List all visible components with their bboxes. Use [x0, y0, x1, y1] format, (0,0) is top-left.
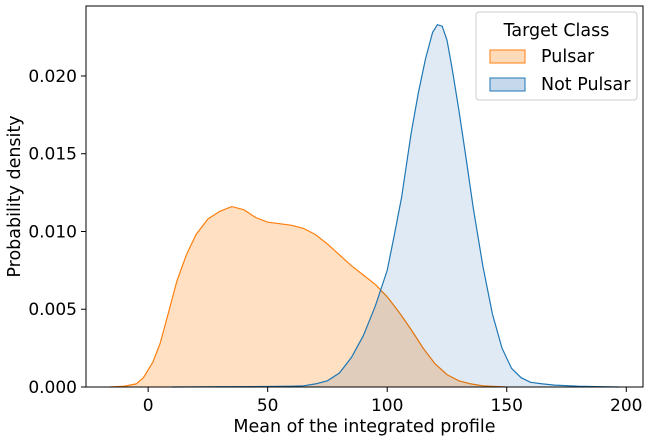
series-layer	[109, 23, 620, 388]
x-tick-label: 150	[491, 396, 523, 416]
x-tick-label: 50	[257, 396, 279, 416]
plot-frame	[85, 5, 644, 388]
legend-title: Target Class	[503, 21, 610, 41]
legend-items: Pulsar Not Pulsar	[489, 47, 631, 95]
x-axis-label: Mean of the integrated profile	[233, 417, 495, 437]
y-tick-label: 0.000	[28, 378, 77, 398]
y-tick-label: 0.015	[28, 145, 77, 165]
x-axis: 0 50 100 150 200	[143, 387, 642, 416]
y-axis-label: Probability density	[5, 115, 25, 277]
series-area-not-pulsar	[172, 24, 620, 387]
y-tick-label: 0.010	[28, 222, 77, 242]
legend-swatch-pulsar	[489, 49, 526, 64]
legend-swatch-not-pulsar	[489, 77, 526, 92]
series-line-not-pulsar	[172, 23, 620, 388]
x-tick-label: 100	[371, 396, 403, 416]
legend-label-not-pulsar: Not Pulsar	[541, 75, 631, 95]
legend: Target Class Pulsar Not Pulsar	[475, 11, 638, 101]
x-tick-label: 200	[610, 396, 642, 416]
x-tick-label: 0	[143, 396, 154, 416]
y-axis: 0.000 0.005 0.010 0.015 0.020	[28, 67, 86, 398]
y-tick-label: 0.020	[28, 67, 77, 87]
y-tick-label: 0.005	[28, 300, 77, 320]
legend-label-pulsar: Pulsar	[541, 47, 595, 67]
